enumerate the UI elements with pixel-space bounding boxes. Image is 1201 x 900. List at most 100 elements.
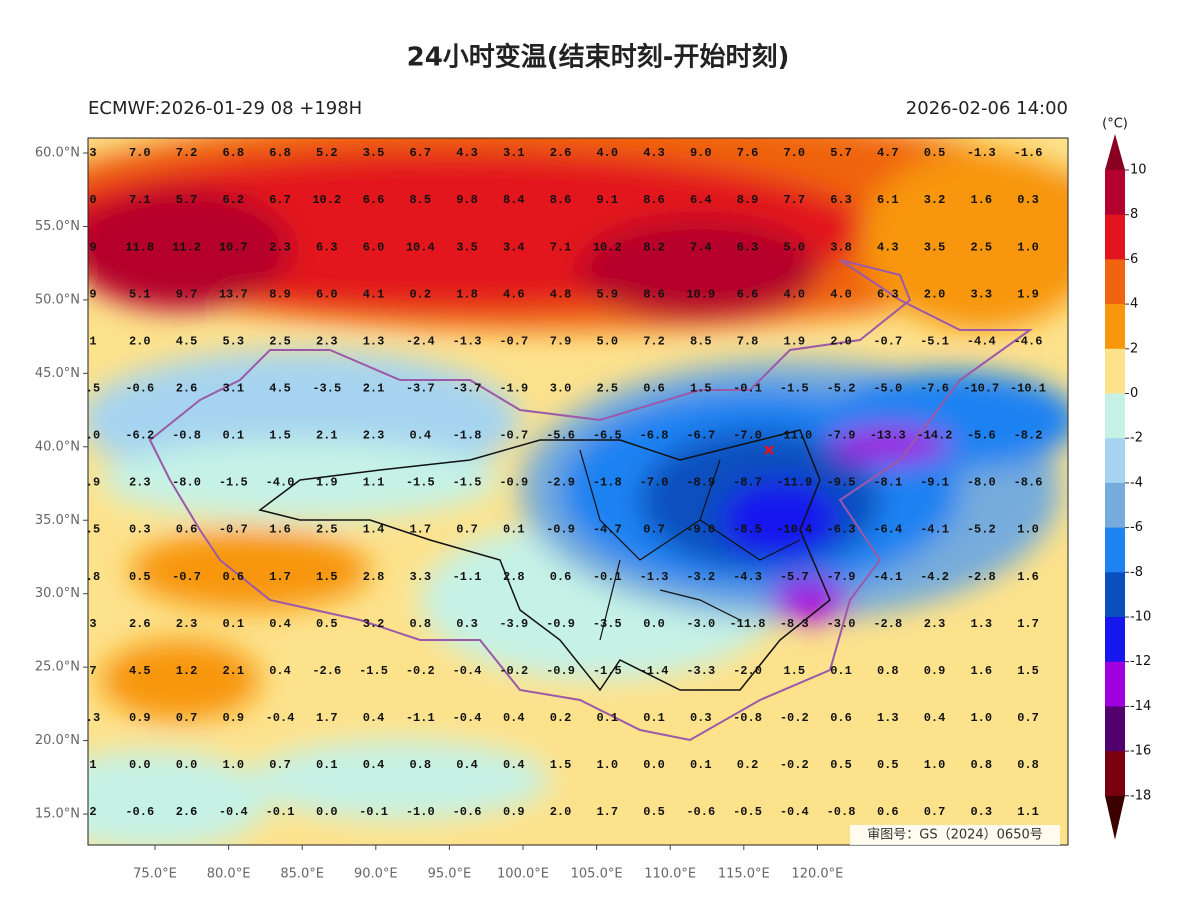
lat-tick-label: 30.0°N: [35, 586, 80, 601]
grid-value: 0.4: [363, 711, 385, 725]
grid-value: -0.8: [733, 711, 762, 725]
grid-value: -0.6: [125, 382, 154, 396]
grid-value: 0.0: [129, 758, 151, 772]
grid-value: 0.8: [409, 758, 431, 772]
grid-value: 7.6: [737, 146, 759, 160]
grid-value: 0.1: [830, 664, 852, 678]
grid-value: -0.1: [593, 570, 622, 584]
grid-value: 3.5: [363, 146, 385, 160]
grid-value: 3.5: [924, 240, 946, 254]
grid-value: 6.6: [363, 193, 385, 207]
grid-value: 11.8: [125, 240, 154, 254]
lon-tick-label: 100.0°E: [497, 867, 549, 882]
grid-value: -5.2: [827, 382, 856, 396]
grid-value: 9: [89, 240, 96, 254]
grid-value: -8.1: [873, 476, 902, 490]
grid-value: 0.5: [643, 805, 665, 819]
grid-value: 3.4: [503, 240, 525, 254]
grid-value: -2.8: [967, 570, 996, 584]
grid-value: -0.4: [453, 664, 482, 678]
grid-value: 1.6: [970, 664, 992, 678]
grid-value: 0.4: [503, 758, 525, 772]
grid-value: 0.0: [643, 617, 665, 631]
grid-value: 2.1: [316, 429, 338, 443]
grid-value: 1.4: [363, 523, 385, 537]
grid-value: 4.5: [176, 334, 198, 348]
grid-value: -8.2: [1014, 429, 1043, 443]
grid-value: -0.8: [172, 429, 201, 443]
grid-value: .0: [86, 429, 100, 443]
grid-value: 2.8: [363, 570, 385, 584]
grid-value: 4.7: [877, 146, 899, 160]
grid-value: 4.3: [643, 146, 665, 160]
grid-value: 4.6: [503, 287, 525, 301]
grid-value: -1.9: [499, 382, 528, 396]
grid-value: 3.8: [830, 240, 852, 254]
grid-value: 2: [89, 805, 96, 819]
grid-value: 8.2: [643, 240, 665, 254]
grid-value: 0.5: [830, 758, 852, 772]
grid-value: -3.7: [406, 382, 435, 396]
colorbar-label: -4: [1130, 475, 1143, 490]
grid-value: -4.7: [593, 523, 622, 537]
grid-value: 3.1: [503, 146, 525, 160]
colorbar-label: -18: [1130, 788, 1151, 803]
colorbar-label: -10: [1130, 610, 1151, 625]
colorbar-band: [1105, 170, 1125, 216]
grid-value: 10.7: [219, 240, 248, 254]
grid-value: -5.2: [967, 523, 996, 537]
grid-value: 8.6: [643, 193, 665, 207]
grid-value: 0.8: [970, 758, 992, 772]
province-lines: [579, 449, 801, 641]
lat-tick-label: 35.0°N: [35, 513, 80, 528]
colorbar-label: 8: [1130, 207, 1138, 222]
grid-value: 6.8: [222, 146, 244, 160]
grid-value: 5.7: [176, 193, 198, 207]
grid-value: -7.0: [733, 429, 762, 443]
grid-value: 0.7: [924, 805, 946, 819]
grid-value: 0.5: [924, 146, 946, 160]
grid-value: 2.1: [363, 382, 385, 396]
grid-value: -0.6: [686, 805, 715, 819]
grid-value: 1.7: [316, 711, 338, 725]
grid-value: 2.3: [269, 240, 291, 254]
grid-value: 2.3: [924, 617, 946, 631]
lon-tick-label: 85.0°E: [280, 867, 324, 882]
grid-value: 1.5: [783, 664, 805, 678]
grid-value: 4.8: [550, 287, 572, 301]
colorbar-over: [1105, 134, 1125, 170]
grid-value: -3.0: [686, 617, 715, 631]
map-field: [88, 138, 1068, 845]
colorbar-band: [1105, 572, 1125, 618]
grid-value: .3: [86, 711, 100, 725]
grid-value: 6.3: [737, 240, 759, 254]
field-shading: [88, 138, 1068, 845]
grid-value: 8.5: [409, 193, 431, 207]
grid-value: 3.5: [456, 240, 478, 254]
grid-value: 1.0: [596, 758, 618, 772]
grid-value: 4.5: [129, 664, 151, 678]
grid-value: 1.3: [363, 334, 385, 348]
grid-value: -0.1: [266, 805, 295, 819]
colorbar-label: 4: [1130, 297, 1138, 312]
grid-value: 2.0: [924, 287, 946, 301]
grid-value: 6.0: [363, 240, 385, 254]
grid-value: 11.2: [172, 240, 201, 254]
lat-tick-label: 45.0°N: [35, 366, 80, 381]
grid-value: 1.5: [316, 570, 338, 584]
grid-value: 0.7: [269, 758, 291, 772]
grid-value: -11.9: [776, 476, 812, 490]
grid-value: -3.0: [827, 617, 856, 631]
grid-value: -0.4: [266, 711, 295, 725]
grid-value: -1.5: [219, 476, 248, 490]
grid-value: 0.5: [877, 758, 899, 772]
lon-tick-label: 80.0°E: [207, 867, 251, 882]
grid-value: 1: [89, 334, 96, 348]
grid-value: -1.3: [967, 146, 996, 160]
grid-value: -8.3: [780, 617, 809, 631]
grid-value: -6.7: [686, 429, 715, 443]
colorbar-band: [1105, 661, 1125, 707]
grid-value: 0.4: [456, 758, 478, 772]
grid-value: 0.0: [316, 805, 338, 819]
colorbar-label: 2: [1130, 341, 1138, 356]
